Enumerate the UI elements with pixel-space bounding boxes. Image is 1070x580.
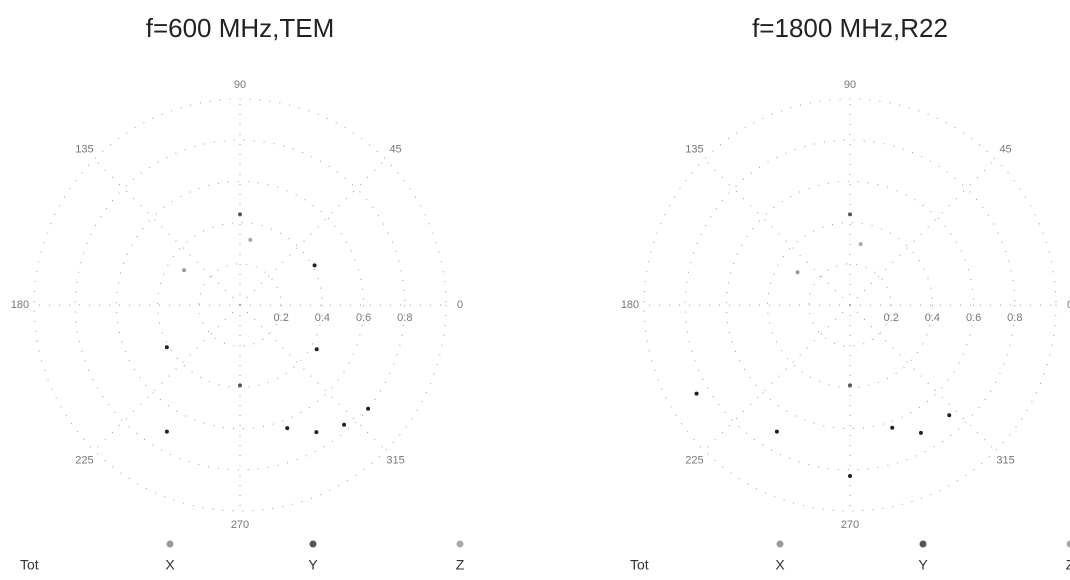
legend-label: Tot: [630, 557, 649, 573]
theta-tick-label: 180: [11, 299, 29, 311]
data-point: [848, 383, 852, 388]
theta-tick-label: 315: [996, 454, 1014, 466]
theta-tick-label: 135: [685, 143, 703, 155]
grid-circle: [643, 98, 1057, 512]
legend-label: Y: [918, 557, 928, 573]
data-point: [285, 426, 290, 431]
legend-label: X: [775, 557, 785, 573]
grid-spoke: [849, 158, 997, 306]
r-tick-label: 0.4: [925, 312, 940, 324]
legend-label: Tot: [20, 557, 39, 573]
theta-tick-label: 45: [389, 143, 401, 155]
data-point: [795, 270, 800, 275]
chart-title: f=1800 MHz,R22: [752, 13, 948, 43]
data-point: [890, 425, 895, 430]
grid-circle: [74, 139, 406, 471]
grid-circle: [157, 222, 323, 388]
theta-tick-label: 45: [999, 143, 1011, 155]
r-tick-label: 0.2: [884, 312, 899, 324]
data-point: [694, 391, 699, 396]
grid-spoke: [239, 304, 387, 452]
r-tick-label: 0.6: [966, 312, 981, 324]
grid-circle: [33, 98, 447, 512]
data-point: [774, 429, 779, 434]
data-point: [312, 263, 317, 268]
data-point: [248, 237, 253, 242]
r-tick-label: 0.6: [356, 312, 371, 324]
theta-tick-label: 180: [621, 299, 639, 311]
grid-circle: [115, 180, 365, 430]
theta-tick-label: 90: [844, 79, 856, 91]
theta-tick-label: 0: [457, 299, 463, 311]
theta-tick-label: 270: [231, 519, 249, 531]
data-point: [947, 413, 952, 418]
data-point: [918, 430, 923, 435]
r-tick-label: 0.8: [397, 312, 412, 324]
grid-spoke: [93, 158, 241, 306]
data-point: [182, 268, 187, 273]
data-point: [848, 473, 852, 478]
theta-tick-label: 135: [75, 143, 93, 155]
r-tick-label: 0.4: [315, 312, 330, 324]
data-point: [164, 345, 169, 350]
theta-tick-label: 270: [841, 519, 859, 531]
legend-marker: [309, 540, 317, 548]
theta-tick-label: 0: [1067, 299, 1070, 311]
grid-spoke: [239, 158, 387, 306]
data-point: [314, 430, 319, 435]
data-point: [164, 429, 169, 434]
legend-label: X: [165, 557, 175, 573]
r-tick-label: 0.8: [1007, 312, 1022, 324]
data-point: [238, 383, 242, 388]
theta-tick-label: 315: [386, 454, 404, 466]
theta-tick-label: 225: [685, 454, 703, 466]
legend-label: Z: [456, 557, 465, 573]
grid-circle: [767, 222, 933, 388]
grid-spoke: [93, 304, 241, 452]
grid-spoke: [849, 304, 997, 452]
data-point: [238, 212, 242, 217]
legend-marker: [1066, 540, 1070, 548]
r-tick-label: 0.2: [274, 312, 289, 324]
data-point: [342, 422, 347, 427]
grid-circle: [808, 263, 892, 347]
data-point: [314, 347, 319, 352]
legend-marker: [166, 540, 174, 548]
legend-marker: [456, 540, 464, 548]
data-point: [848, 212, 852, 217]
legend-marker: [776, 540, 784, 548]
chart-title: f=600 MHz,TEM: [146, 13, 335, 43]
grid-spoke: [703, 158, 851, 306]
data-point: [858, 242, 863, 247]
grid-circle: [198, 263, 282, 347]
grid-spoke: [703, 304, 851, 452]
legend-label: Y: [308, 557, 318, 573]
theta-tick-label: 90: [234, 79, 246, 91]
legend-marker: [919, 540, 927, 548]
legend-label: Z: [1066, 557, 1070, 573]
data-point: [366, 406, 371, 411]
theta-tick-label: 225: [75, 454, 93, 466]
